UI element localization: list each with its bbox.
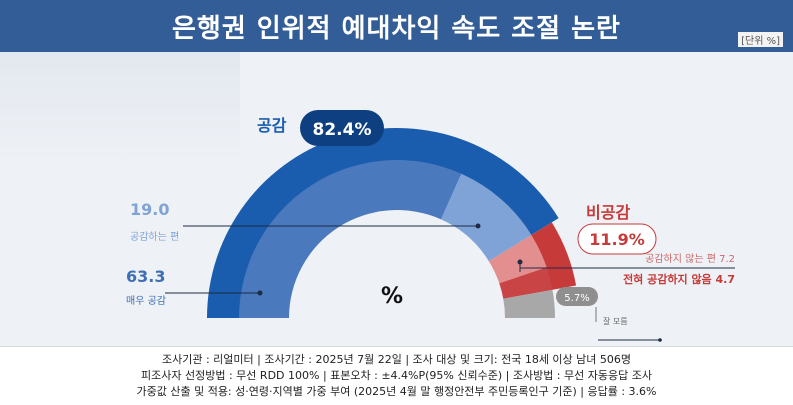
semicircle-donut-chart: 공감 82.4% 비공감 11.9% 19.0 공감하는 편 63.3 매우 공…	[126, 110, 735, 342]
footer-line-2: 피조사자 선정방법 : 무선 RDD 100% | 표본오차 : ±4.4%P(…	[141, 369, 652, 382]
somewhat-disagree-label: 공감하지 않는 편 7.2	[645, 252, 735, 265]
disagree-group-label: 비공감	[586, 203, 630, 222]
leader-dot-strongly-agree	[257, 290, 263, 296]
strongly-agree-name: 매우 공감	[126, 295, 166, 307]
disagree-total-pill	[577, 223, 657, 255]
survey-info-footer: 조사기관 : 리얼미터 | 조사기간 : 2025년 7월 22일 | 조사 대…	[0, 346, 793, 405]
somewhat-agree-value: 19.0	[130, 200, 169, 219]
agree-total-pill	[300, 110, 384, 146]
center-unit-label: %	[381, 284, 403, 309]
dont-know-name: 잘 모름	[603, 317, 628, 326]
agree-group-arc	[207, 127, 559, 318]
page-title: 은행권 인위적 예대차익 속도 조절 논란	[172, 13, 621, 44]
dont-know-value: 5.7%	[564, 293, 589, 304]
agree-total-value: 82.4%	[313, 120, 372, 140]
segment-somewhat-agree	[441, 173, 532, 262]
strongly-agree-value: 63.3	[126, 267, 165, 286]
segment-dont-know	[503, 289, 555, 318]
background-decoration	[0, 52, 240, 162]
header-bar: 은행권 인위적 예대차익 속도 조절 논란	[0, 0, 793, 52]
leader-dot-footer	[658, 338, 662, 342]
leader-dot-somewhat-disagree	[517, 259, 523, 265]
disagree-group-arc	[529, 222, 577, 291]
unit-label: [단위 %]	[738, 32, 783, 47]
dont-know-pill	[556, 287, 598, 306]
footer-line-3: 가중값 산출 및 적용: 성·연령·지역별 가중 부여 (2025년 4월 말 …	[136, 385, 657, 398]
somewhat-agree-name: 공감하는 편	[130, 230, 179, 243]
agree-group-label: 공감	[257, 116, 287, 135]
segment-strongly-disagree	[499, 267, 553, 299]
footer-line-1: 조사기관 : 리얼미터 | 조사기간 : 2025년 7월 22일 | 조사 대…	[161, 353, 632, 366]
leader-dot-somewhat-agree	[475, 223, 481, 229]
segment-somewhat-disagree	[488, 234, 547, 284]
segment-strongly-agree	[239, 160, 462, 318]
disagree-total-value: 11.9%	[589, 230, 645, 249]
strongly-disagree-label: 전혀 공감하지 않음 4.7	[623, 272, 735, 286]
